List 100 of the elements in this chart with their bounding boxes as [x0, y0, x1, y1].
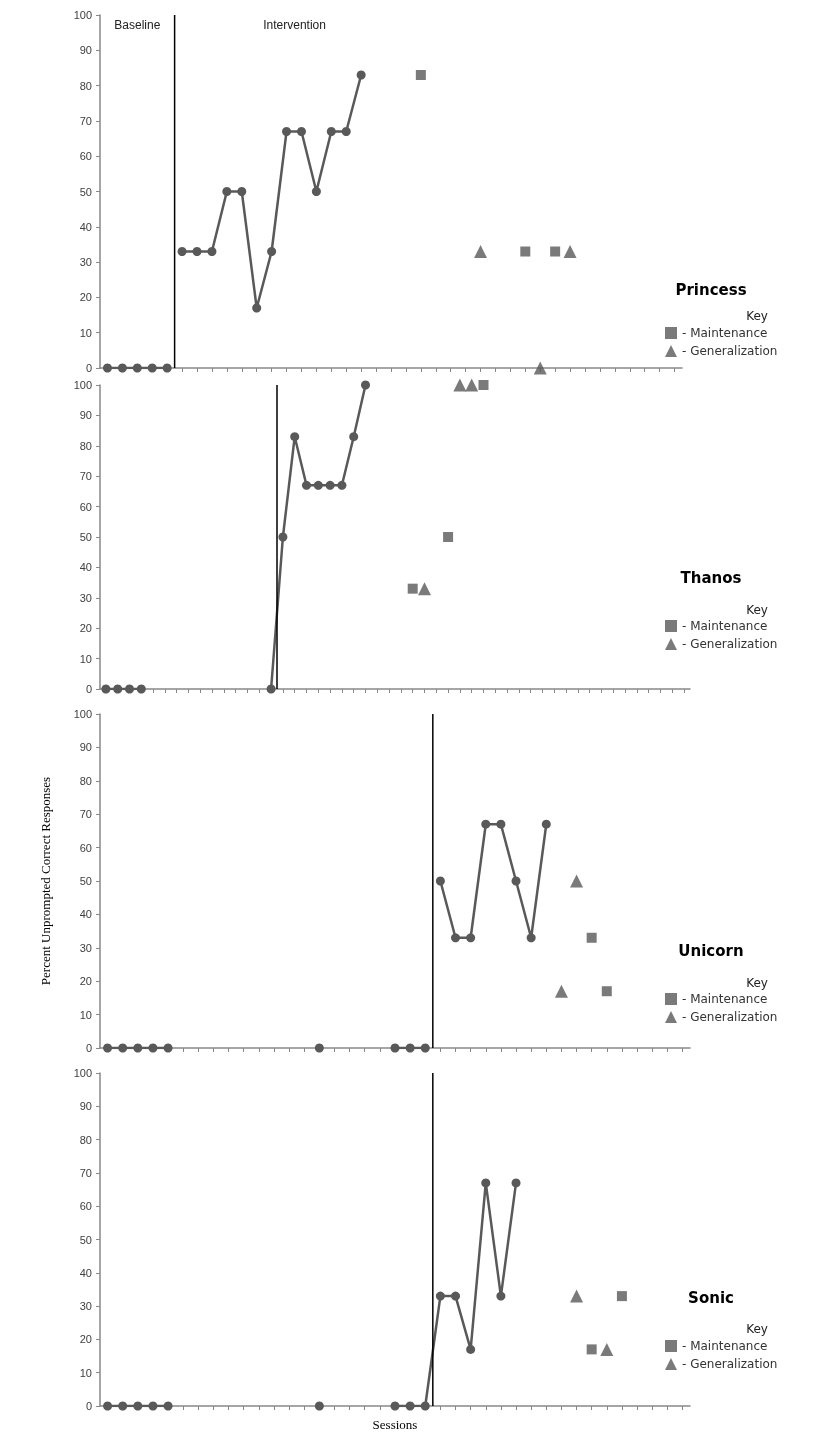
- point: [163, 1043, 173, 1053]
- point: [390, 1043, 400, 1053]
- y-tick-label: 100: [73, 379, 92, 391]
- annotation: Baseline: [114, 18, 161, 32]
- point: [453, 378, 467, 392]
- y-tick-label: 30: [79, 591, 92, 604]
- legend-title: Key: [746, 976, 768, 990]
- point: [313, 480, 323, 490]
- y-tick-label: 100: [73, 1067, 92, 1079]
- point: [162, 363, 172, 373]
- y-tick-label: 80: [79, 79, 92, 92]
- point: [311, 187, 321, 196]
- point: [415, 70, 426, 81]
- legend-label: - Maintenance: [682, 1339, 768, 1353]
- point: [325, 480, 335, 490]
- point: [252, 303, 262, 313]
- point: [520, 246, 531, 257]
- point: [103, 1401, 113, 1411]
- point: [420, 1043, 430, 1053]
- y-tick-label: 60: [79, 150, 92, 163]
- y-tick-label: 0: [85, 1400, 92, 1412]
- point: [278, 532, 288, 542]
- point: [418, 582, 431, 596]
- y-tick-label: 70: [79, 1166, 92, 1179]
- legend-label: - Maintenance: [682, 992, 768, 1006]
- point: [290, 432, 300, 442]
- y-tick-label: 40: [79, 561, 92, 574]
- y-tick-label: 50: [79, 875, 92, 887]
- point: [177, 247, 187, 257]
- point: [586, 1344, 597, 1355]
- point: [481, 1178, 491, 1188]
- point: [296, 126, 306, 136]
- y-tick-label: 70: [79, 808, 92, 821]
- y-tick-label: 10: [79, 326, 92, 339]
- point: [266, 684, 276, 694]
- legend-label: - Maintenance: [682, 326, 768, 340]
- legend-label: - Generalization: [682, 344, 778, 358]
- y-tick-label: 90: [79, 409, 92, 422]
- point: [148, 1401, 158, 1411]
- point: [541, 819, 551, 829]
- point: [554, 984, 568, 998]
- y-tick-label: 100: [73, 9, 92, 21]
- point: [132, 363, 142, 373]
- point: [148, 1043, 158, 1053]
- legend-label: - Generalization: [682, 1357, 778, 1371]
- point: [496, 1291, 506, 1301]
- point: [103, 1043, 113, 1053]
- point: [102, 363, 112, 373]
- text: Thanos: [680, 568, 742, 587]
- point: [443, 532, 454, 542]
- point: [466, 933, 476, 943]
- point: [466, 1344, 476, 1354]
- y-tick-label: 90: [79, 741, 92, 754]
- point: [337, 480, 347, 490]
- point: [113, 684, 123, 694]
- point: [356, 70, 366, 80]
- point: [511, 1178, 521, 1188]
- point: [302, 480, 311, 490]
- point: [361, 380, 370, 390]
- point: [420, 1401, 430, 1411]
- point: [570, 1289, 584, 1303]
- point: [314, 1043, 324, 1053]
- legend-label: - Maintenance: [682, 619, 768, 633]
- point: [237, 187, 247, 196]
- y-tick-label: 50: [79, 531, 92, 543]
- point: [118, 1401, 128, 1411]
- point: [550, 246, 561, 257]
- point: [101, 684, 111, 694]
- text: Princess: [675, 280, 747, 299]
- point: [390, 1401, 400, 1411]
- legend-title: Key: [746, 309, 768, 323]
- y-tick-label: 30: [79, 256, 92, 269]
- point: [133, 1401, 143, 1411]
- point: [117, 363, 127, 373]
- point: [405, 1401, 415, 1411]
- y-tick-label: 80: [79, 1133, 92, 1146]
- y-tick-label: 90: [79, 44, 92, 57]
- y-tick-label: 30: [79, 941, 92, 954]
- y-tick-label: 60: [79, 1200, 92, 1213]
- legend-label: - Generalization: [682, 637, 778, 651]
- point: [481, 819, 491, 829]
- y-tick-label: 10: [79, 652, 92, 665]
- y-tick-label: 0: [85, 1042, 92, 1054]
- point: [163, 1401, 173, 1411]
- point: [314, 1401, 324, 1411]
- y-tick-label: 0: [85, 362, 92, 374]
- point: [496, 819, 506, 829]
- point: [147, 363, 157, 373]
- y-tick-label: 20: [79, 291, 92, 304]
- point: [435, 1291, 445, 1301]
- legend-title: Key: [746, 603, 768, 617]
- y-tick-label: 40: [79, 1266, 92, 1279]
- legend-label: - Generalization: [682, 1010, 778, 1024]
- point: [465, 378, 479, 392]
- point: [133, 1043, 143, 1053]
- y-axis-title: Percent Unprompted Correct Responses: [38, 776, 53, 986]
- y-tick-label: 0: [85, 683, 92, 695]
- y-tick-label: 10: [79, 1366, 92, 1379]
- point: [586, 932, 597, 943]
- y-tick-label: 80: [79, 439, 92, 452]
